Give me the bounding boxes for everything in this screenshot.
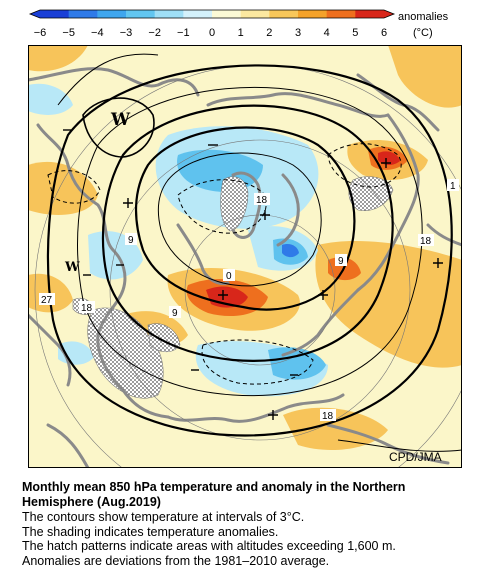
contour-label: 9	[125, 233, 137, 246]
legend-title: anomalies	[398, 11, 449, 23]
svg-text:9: 9	[338, 256, 344, 267]
very-cold-anomaly-areas	[282, 243, 299, 258]
hemisphere-map: 0 9 18 9 18 27	[28, 45, 462, 468]
contour-label: 9	[169, 306, 181, 319]
color-scale-tick-label: 2	[266, 27, 272, 39]
contour-label: 9	[335, 254, 347, 267]
contour-label-group: 0 9 18 9 18 27	[39, 179, 459, 422]
color-scale-segment	[68, 10, 98, 18]
svg-text:9: 9	[172, 308, 178, 319]
svg-text:18: 18	[81, 303, 93, 314]
svg-text:18: 18	[256, 195, 268, 206]
color-scale-tick-label: −3	[120, 27, 133, 39]
color-scale-tick-label: 3	[295, 27, 301, 39]
color-scale-segment	[126, 10, 156, 18]
caption-line-shading: The shading indicates temperature anomal…	[22, 524, 279, 539]
svg-text:27: 27	[41, 295, 53, 306]
contour-label: 18	[79, 301, 95, 314]
caption-line-anomalies: Anomalies are deviations from the 1981–2…	[22, 553, 330, 568]
color-scale-segment	[298, 10, 328, 18]
high-low-mark: W	[64, 260, 80, 275]
contour-label: 18	[254, 193, 270, 206]
color-scale-bar	[28, 9, 396, 19]
contour-label: 0	[223, 269, 235, 282]
color-scale-segment	[212, 10, 242, 18]
map-frame	[28, 45, 462, 468]
color-scale-ticks: −6 −5 −4 −3 −2 −1 0 1 2 3 4 5 6	[34, 27, 387, 39]
color-scale-tick-label: −1	[177, 27, 190, 39]
svg-text:1: 1	[450, 181, 456, 192]
contour-label: 18	[320, 409, 336, 422]
caption-title-line-1: Monthly mean 850 hPa temperature and ano…	[22, 480, 406, 494]
color-scale-outline	[28, 9, 396, 19]
anomaly-sign-marks	[63, 129, 443, 420]
contour-label: 18	[418, 234, 434, 247]
color-scale-tick-label: −2	[148, 27, 161, 39]
svg-text:9: 9	[128, 235, 134, 246]
color-scale-tick-label: 5	[352, 27, 358, 39]
caption-line-contours: The contours show temperature at interva…	[22, 510, 305, 524]
color-scale-tick-label: −5	[62, 27, 75, 39]
figure-caption: Monthly mean 850 hPa temperature and ano…	[22, 480, 472, 568]
color-scale-low-arrow	[30, 10, 40, 18]
high-low-mark: W	[110, 110, 131, 130]
svg-text:18: 18	[322, 411, 334, 422]
coastlines	[28, 67, 462, 468]
color-scale-high-arrow	[384, 10, 394, 18]
color-scale-segment	[183, 10, 213, 18]
color-scale-segment	[40, 10, 70, 18]
color-scale-segment	[355, 10, 385, 18]
caption-title-line-2: Hemisphere (Aug.2019)	[22, 495, 161, 509]
color-scale-tick-label: 6	[381, 27, 387, 39]
color-scale-segment	[240, 10, 270, 18]
anomaly-color-scale: −6 −5 −4 −3 −2 −1 0 1 2 3 4 5 6 anomalies (°C)	[28, 9, 449, 39]
color-scale-tick-label: 4	[324, 27, 330, 39]
color-scale-segment	[154, 10, 184, 18]
contour-label: 1	[447, 179, 459, 192]
svg-text:18: 18	[420, 236, 432, 247]
color-scale-segment	[97, 10, 127, 18]
legend-unit: (°C)	[413, 27, 433, 39]
color-scale-tick-label: −4	[91, 27, 104, 39]
color-scale-tick-label: −6	[34, 27, 47, 39]
color-scale-tick-label: 0	[209, 27, 215, 39]
svg-text:0: 0	[226, 271, 232, 282]
temperature-contours	[46, 53, 462, 452]
map-credit: CPD/JMA	[389, 450, 442, 464]
color-scale-tick-label: 1	[238, 27, 244, 39]
color-scale-segment	[269, 10, 299, 18]
contour-label: 27	[39, 293, 55, 306]
caption-line-hatch: The hatch patterns indicate areas with a…	[22, 539, 396, 553]
color-scale-segment	[326, 10, 356, 18]
